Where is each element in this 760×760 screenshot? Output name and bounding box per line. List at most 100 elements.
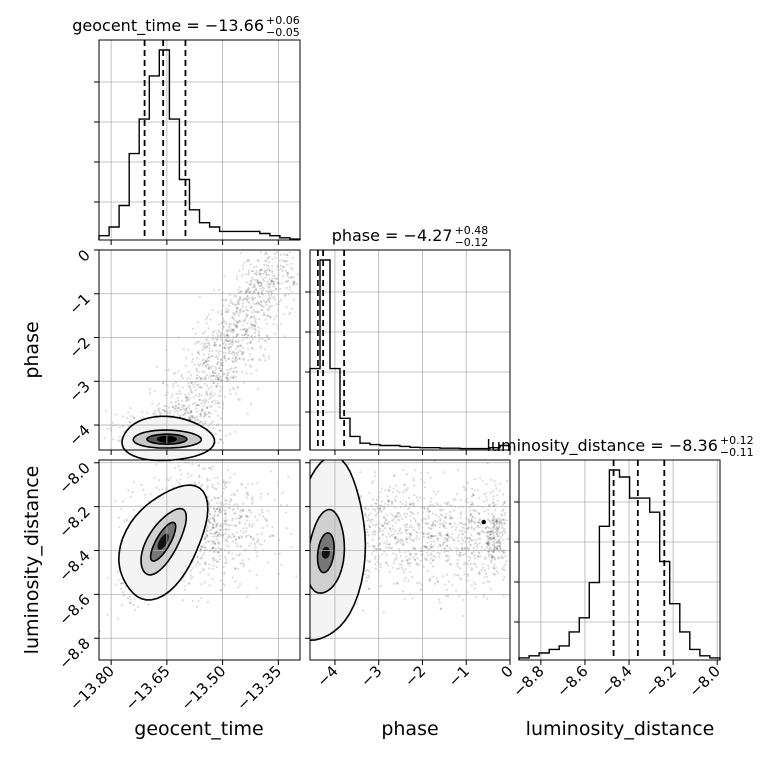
scatter-point	[216, 525, 219, 528]
scatter-point	[391, 524, 394, 528]
scatter-point	[236, 307, 239, 310]
scatter-point	[193, 363, 196, 366]
scatter-point	[231, 343, 234, 346]
scatter-point	[403, 512, 406, 515]
scatter-point	[227, 552, 230, 555]
scatter-point	[249, 305, 252, 308]
scatter-point	[286, 253, 289, 257]
scatter-point	[252, 357, 255, 360]
scatter-point	[234, 303, 237, 306]
scatter-point	[234, 356, 237, 359]
scatter-point	[247, 347, 250, 350]
scatter-point	[203, 400, 206, 403]
scatter-point	[267, 286, 270, 289]
scatter-point	[499, 535, 503, 539]
scatter-point	[254, 289, 257, 292]
scatter-point	[265, 518, 268, 521]
scatter-point	[473, 509, 476, 512]
scatter-point	[184, 409, 187, 412]
scatter-point	[216, 514, 219, 517]
scatter-point	[263, 280, 266, 283]
scatter-point	[242, 531, 245, 534]
scatter-point	[266, 308, 269, 311]
scatter-point	[422, 565, 425, 568]
scatter-point	[213, 532, 216, 535]
scatter-point	[211, 516, 214, 519]
scatter-point	[210, 468, 213, 471]
scatter-point	[195, 377, 198, 380]
scatter-point	[254, 542, 257, 546]
scatter-point	[163, 409, 166, 413]
scatter-point	[246, 342, 249, 345]
scatter-point	[158, 411, 161, 414]
scatter-point	[268, 315, 272, 318]
scatter-point	[210, 401, 213, 404]
scatter-point	[366, 531, 369, 534]
scatter-point	[268, 269, 271, 272]
scatter-point	[288, 288, 291, 291]
scatter-point	[246, 515, 249, 518]
scatter-point	[285, 280, 288, 283]
scatter-point	[412, 540, 415, 543]
scatter-point	[190, 410, 193, 413]
scatter-point	[434, 493, 437, 496]
scatter-point	[255, 321, 258, 324]
scatter-point	[232, 317, 235, 320]
scatter-point	[387, 546, 390, 550]
scatter-point	[214, 542, 217, 545]
scatter-point	[212, 550, 215, 553]
scatter-point	[179, 392, 182, 395]
scatter-point	[232, 370, 235, 373]
scatter-point	[205, 390, 208, 393]
scatter-point	[497, 535, 500, 538]
scatter-point	[270, 470, 273, 473]
scatter-point	[248, 326, 251, 329]
scatter-point	[246, 328, 249, 331]
scatter-point	[246, 314, 249, 317]
scatter-point	[469, 543, 472, 547]
scatter-point	[224, 338, 227, 341]
scatter-point	[238, 553, 242, 556]
scatter-point	[206, 345, 209, 348]
scatter-point	[385, 543, 388, 546]
scatter-point	[203, 382, 206, 385]
scatter-point	[290, 262, 293, 265]
scatter-point	[188, 416, 191, 419]
scatter-point	[214, 510, 217, 513]
scatter-point	[227, 339, 230, 342]
scatter-point	[208, 350, 211, 353]
scatter-point	[470, 551, 473, 554]
scatter-point	[234, 538, 237, 541]
scatter-point	[213, 541, 216, 544]
scatter-point	[232, 316, 235, 319]
scatter-point	[445, 554, 448, 557]
scatter-point	[214, 338, 217, 341]
scatter-point	[373, 547, 376, 550]
scatter-point	[245, 308, 248, 312]
scatter-point	[238, 311, 242, 314]
scatter-point	[256, 301, 259, 304]
scatter-point	[248, 509, 251, 512]
scatter-point	[215, 560, 218, 564]
scatter-point	[502, 552, 506, 555]
scatter-point	[218, 542, 221, 545]
scatter-point	[441, 575, 445, 578]
scatter-point	[187, 371, 190, 374]
scatter-point	[269, 289, 272, 292]
scatter-point	[268, 535, 271, 539]
scatter-point	[200, 386, 203, 389]
scatter-point	[142, 488, 145, 491]
scatter-point	[265, 519, 268, 522]
scatter-point	[184, 412, 187, 415]
scatter-point	[291, 307, 294, 310]
scatter-point	[203, 330, 206, 334]
scatter-point	[267, 337, 270, 340]
scatter-point	[120, 582, 123, 585]
scatter-point	[213, 343, 216, 346]
scatter-point	[490, 588, 493, 591]
scatter-point	[204, 467, 207, 470]
scatter-point	[198, 563, 201, 566]
scatter-point	[408, 526, 411, 529]
scatter-point	[222, 325, 225, 328]
scatter-point	[161, 488, 164, 491]
